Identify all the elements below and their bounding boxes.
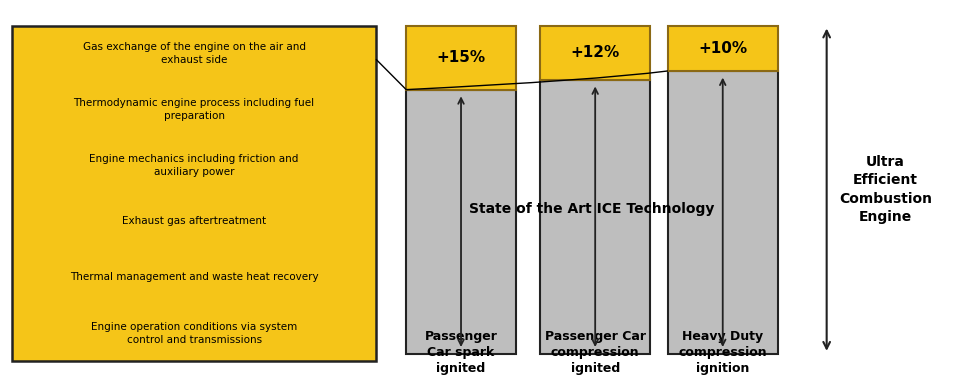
- Bar: [668, 26, 778, 71]
- Text: Exhaust gas aftertreatment: Exhaust gas aftertreatment: [122, 216, 266, 226]
- Bar: [540, 26, 650, 80]
- Text: Passenger
Car spark
ignited: Passenger Car spark ignited: [424, 330, 497, 375]
- Text: Engine operation conditions via system
control and transmissions: Engine operation conditions via system c…: [91, 322, 297, 344]
- Bar: [406, 90, 515, 354]
- Text: Ultra
Efficient
Combustion
Engine: Ultra Efficient Combustion Engine: [839, 155, 932, 224]
- Text: Thermal management and waste heat recovery: Thermal management and waste heat recove…: [70, 272, 318, 283]
- Text: +10%: +10%: [698, 41, 747, 56]
- Text: Engine mechanics including friction and
auxiliary power: Engine mechanics including friction and …: [89, 154, 299, 177]
- Text: +15%: +15%: [437, 50, 486, 65]
- Text: Thermodynamic engine process including fuel
preparation: Thermodynamic engine process including f…: [74, 98, 314, 121]
- Bar: [540, 80, 650, 354]
- Text: State of the Art ICE Technology: State of the Art ICE Technology: [469, 202, 715, 216]
- Text: Gas exchange of the engine on the air and
exhaust side: Gas exchange of the engine on the air an…: [82, 43, 306, 65]
- Bar: [406, 26, 515, 90]
- Text: +12%: +12%: [571, 45, 620, 60]
- Text: Passenger Car
compression
ignited: Passenger Car compression ignited: [545, 330, 646, 375]
- Bar: [668, 71, 778, 354]
- Bar: [12, 26, 376, 361]
- Text: Heavy Duty
compression
ignition: Heavy Duty compression ignition: [678, 330, 767, 375]
